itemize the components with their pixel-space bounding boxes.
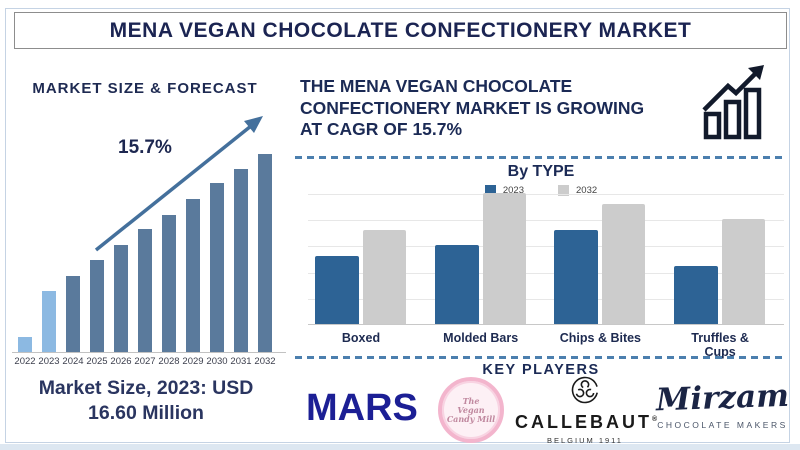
growth-chart-icon — [702, 65, 764, 140]
category-label-Chips & Bites: Chips & Bites — [559, 331, 642, 345]
growth-headline: THE MENA VEGAN CHOCOLATE CONFECTIONERY M… — [300, 76, 710, 141]
cagr-value-label: 15.7% — [118, 137, 172, 158]
dashed-divider-bottom — [295, 356, 787, 359]
forecast-year-label-2032: 2032 — [254, 356, 276, 367]
bottom-edge-strip — [0, 444, 800, 450]
bar-2032-Molded Bars — [482, 193, 526, 324]
callebaut-logo: CALLEBAUT® BELGIUM 1911 — [515, 375, 661, 445]
mirzam-wordmark: Mirzam — [655, 377, 790, 419]
forecast-bar-2025 — [90, 260, 104, 352]
forecast-axis-line — [12, 352, 286, 353]
bar-group-Boxed — [315, 230, 406, 324]
mirzam-subtitle: CHOCOLATE MAKERS — [657, 420, 788, 430]
category-label-Molded Bars: Molded Bars — [443, 331, 519, 345]
mirzam-logo: Mirzam CHOCOLATE MAKERS — [655, 377, 790, 430]
forecast-bar-2022 — [18, 337, 32, 352]
gridline-1 — [308, 220, 784, 222]
bar-2023-Truffles & Cups — [674, 266, 719, 324]
bar-group-Truffles & Cups — [674, 219, 766, 324]
bar-2023-Chips & Bites — [554, 230, 599, 324]
forecast-year-label-2027: 2027 — [134, 356, 156, 367]
forecast-bar-2030 — [210, 183, 224, 352]
legend-swatch-2032 — [558, 185, 569, 196]
forecast-year-label-2030: 2030 — [206, 356, 228, 367]
callebaut-subtitle: BELGIUM 1911 — [547, 436, 623, 445]
by-type-legend: 2023 2032 — [295, 185, 787, 196]
bar-2023-Boxed — [315, 256, 359, 324]
forecast-bar-2027 — [138, 229, 152, 352]
forecast-year-label-2024: 2024 — [62, 356, 84, 367]
bar-2023-Molded Bars — [434, 245, 479, 324]
forecast-bar-2032 — [258, 154, 272, 352]
forecast-year-label-2025: 2025 — [86, 356, 108, 367]
vegan-candy-line1: The — [462, 395, 480, 406]
forecast-bar-2029 — [186, 199, 200, 352]
forecast-bar-2028 — [162, 215, 176, 352]
category-label-Truffles & Cups: Truffles & Cups — [691, 331, 749, 359]
legend-label-2023: 2023 — [502, 185, 524, 196]
headline-line2: CONFECTIONERY MARKET IS GROWING — [300, 97, 645, 118]
forecast-year-label-2028: 2028 — [158, 356, 180, 367]
callebaut-swirl-icon — [571, 376, 599, 404]
bar-2032-Chips & Bites — [602, 204, 646, 324]
gridline-4 — [308, 298, 784, 300]
registered-mark: ® — [652, 416, 661, 423]
forecast-bar-2031 — [234, 169, 248, 352]
trend-arrow — [94, 116, 263, 252]
market-size-callout: Market Size, 2023: USD 16.60 Million — [0, 376, 292, 426]
headline-line1: THE MENA VEGAN CHOCOLATE — [300, 76, 573, 96]
title-bar: MENA VEGAN CHOCOLATE CONFECTIONERY MARKE… — [14, 12, 787, 49]
by-type-bar-chart — [308, 193, 784, 325]
bar-2032-Boxed — [363, 230, 406, 324]
forecast-year-label-2022: 2022 — [14, 356, 36, 367]
vegan-candy-line3: Candy Mill — [446, 413, 496, 424]
forecast-year-label-2029: 2029 — [182, 356, 204, 367]
by-type-category-labels: Boxed Molded Bars Chips & Bites Truffles & … — [308, 331, 784, 359]
legend-item-2032: 2032 — [558, 185, 597, 196]
forecast-bar-2023 — [42, 291, 56, 352]
by-type-heading: By TYPE — [507, 163, 575, 180]
gridline-2 — [308, 246, 784, 248]
gridline-0 — [308, 194, 784, 195]
forecast-year-label-2023: 2023 — [38, 356, 60, 367]
market-size-line2: 16.60 Million — [88, 402, 204, 424]
forecast-heading: MARKET SIZE & FORECAST — [32, 80, 258, 97]
legend-swatch-2023 — [484, 185, 496, 196]
callebaut-wordmark: CALLEBAUT® — [515, 412, 661, 432]
legend-label-2032: 2032 — [576, 185, 598, 196]
bar-2032-Truffles & Cups — [722, 219, 766, 324]
headline-line3: AT CAGR OF 15.7% — [300, 119, 463, 139]
forecast-year-label-2026: 2026 — [110, 356, 132, 367]
forecast-year-labels: 2022 2023 2024 2025 2026 2027 2028 2029 2030 2031… — [13, 356, 277, 367]
gridline-3 — [308, 272, 784, 274]
outer-border — [5, 8, 790, 443]
vegan-candy-line2: Vegan — [457, 404, 485, 415]
category-label-Boxed: Boxed — [341, 331, 381, 345]
mars-logo: MARS — [306, 387, 418, 429]
legend-item-2023: 2023 — [484, 185, 524, 196]
vegan-candy-logo: The Vegan Candy Mill — [438, 377, 504, 443]
dashed-divider-top — [295, 156, 787, 159]
page-title: MENA VEGAN CHOCOLATE CONFECTIONERY MARKE… — [109, 18, 692, 42]
forecast-year-label-2031: 2031 — [230, 356, 252, 367]
bar-group-Chips & Bites — [554, 204, 646, 324]
forecast-bar-2024 — [66, 276, 80, 352]
key-players-heading: KEY PLAYERS — [482, 362, 600, 378]
forecast-bar-chart — [18, 142, 272, 352]
market-size-line1: Market Size, 2023: USD — [38, 377, 254, 399]
bar-group-Molded Bars — [434, 193, 526, 324]
forecast-bar-2026 — [114, 245, 128, 352]
